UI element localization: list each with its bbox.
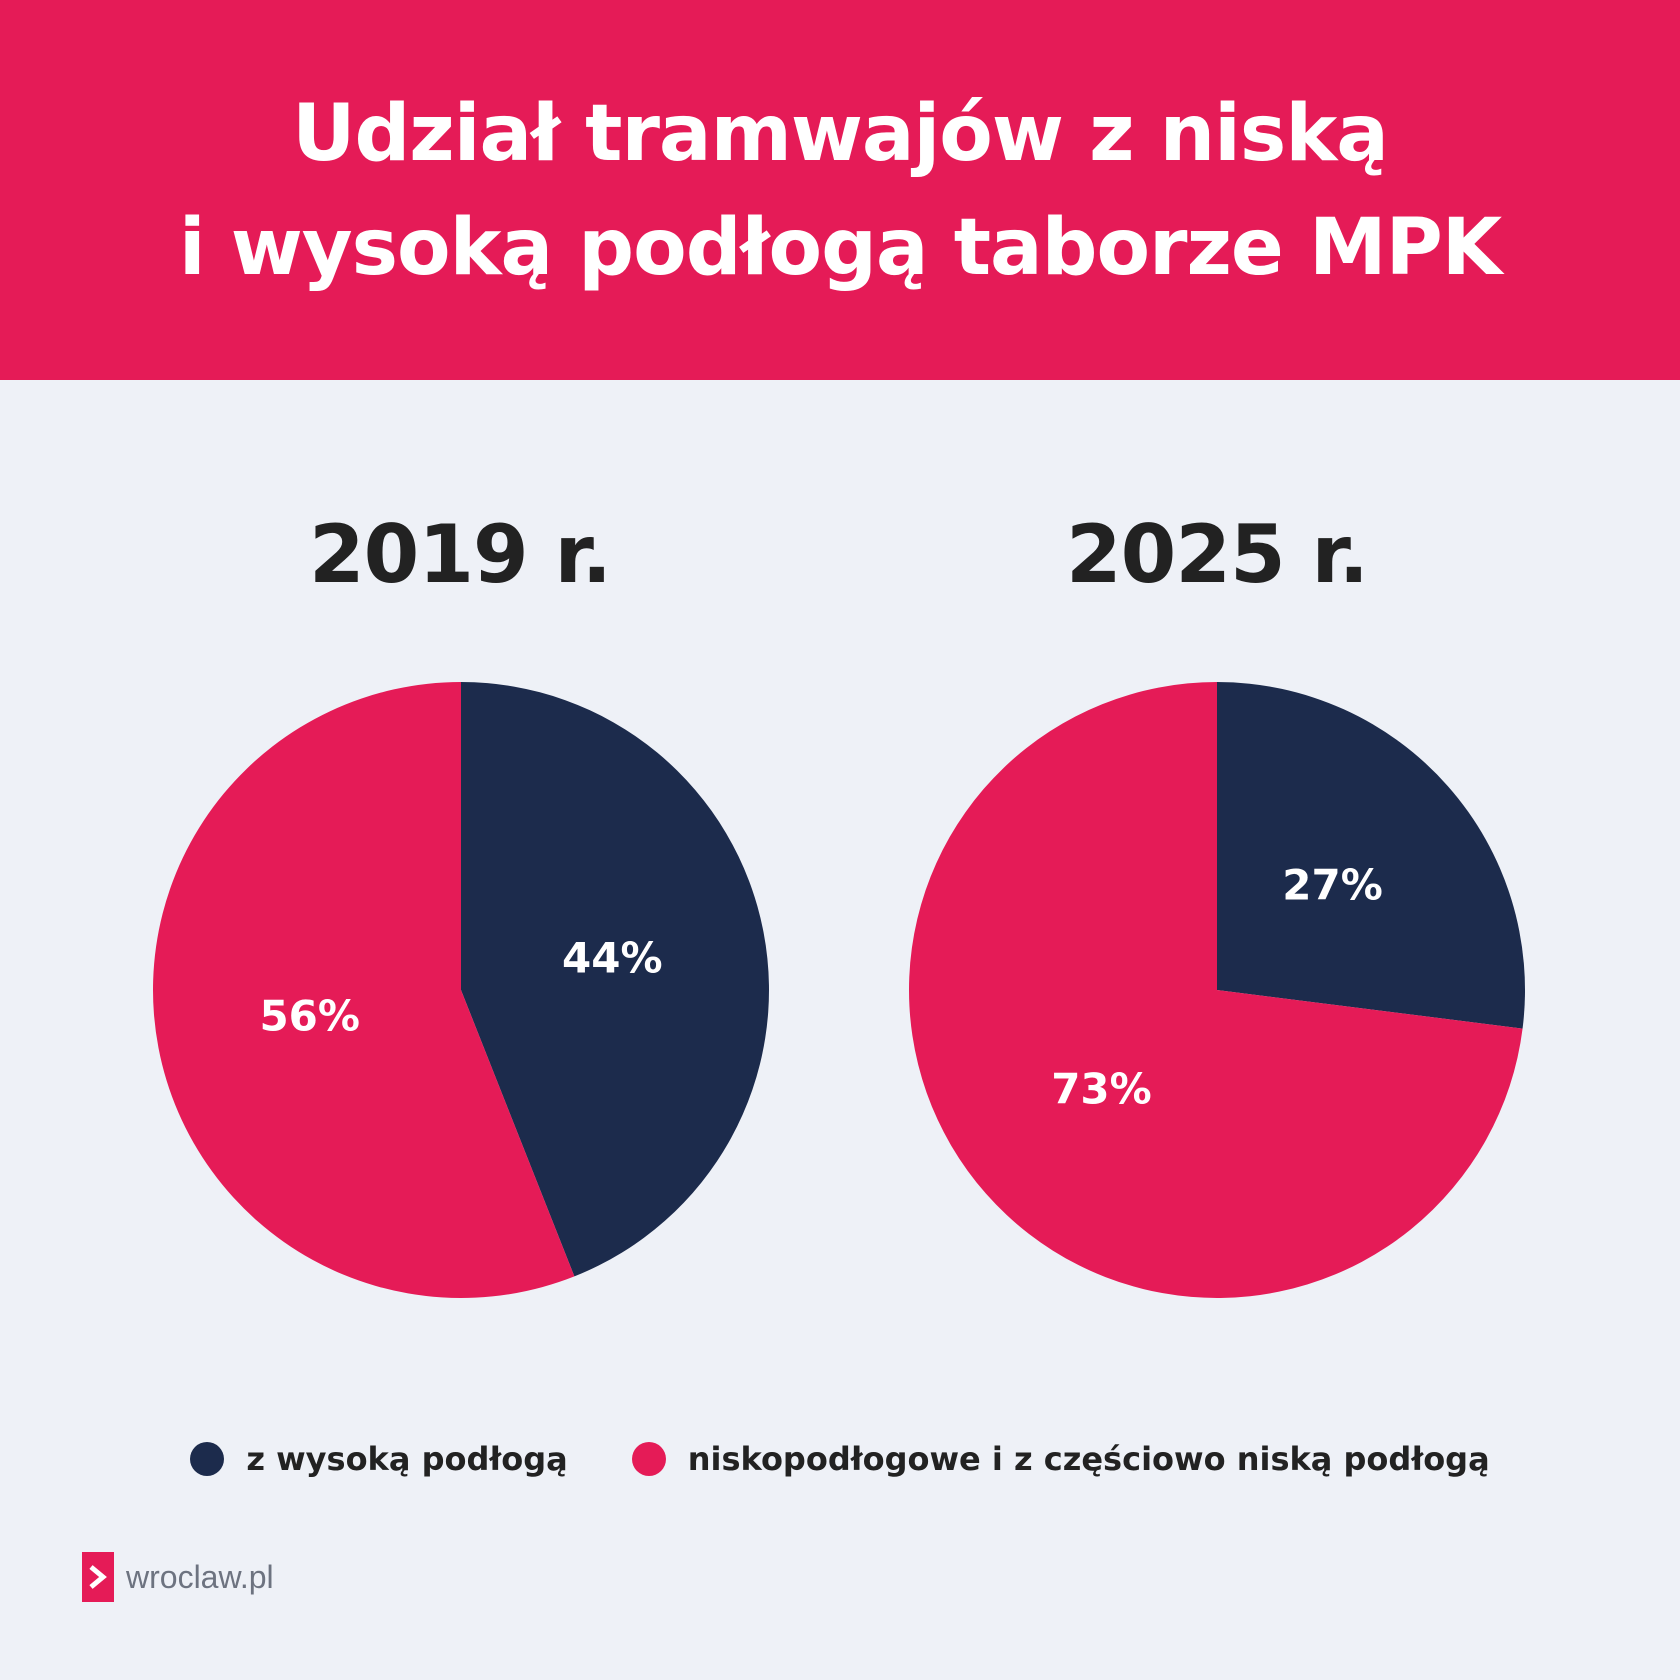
chevron-right-icon xyxy=(82,1552,114,1602)
pie-title-2025: 2025 r. xyxy=(1066,508,1369,601)
chart-title-line-2: i wysoką podłogą taborze MPK xyxy=(178,203,1502,293)
legend-swatch-high-floor xyxy=(190,1442,225,1476)
pie-slice-low-floor xyxy=(909,682,1523,1298)
pie-chart-2019: 44% 56% xyxy=(153,682,770,1298)
pie-chart-2025: 27% 73% xyxy=(909,682,1525,1298)
legend-label-high-floor: z wysoką podłogą xyxy=(246,1440,568,1478)
wroclaw-logo[interactable]: wroclaw.pl xyxy=(82,1552,274,1602)
chart-title-line-1: Udział tramwajów z niską xyxy=(292,89,1389,179)
legend-swatch-low-floor xyxy=(631,1442,666,1476)
pie-title-2019: 2019 r. xyxy=(309,508,612,601)
pie-slice-high-floor xyxy=(1217,682,1525,1029)
header-banner: Udział tramwajów z niską i wysoką podłog… xyxy=(0,0,1680,380)
logo-text: wroclaw.pl xyxy=(126,1558,274,1595)
data-label-low-floor: 73% xyxy=(1051,1064,1152,1113)
legend-item-high-floor: z wysoką podłogą xyxy=(190,1440,568,1478)
legend-label-low-floor: niskopodłogowe i z częściowo niską podło… xyxy=(687,1440,1490,1478)
legend-item-low-floor: niskopodłogowe i z częściowo niską podło… xyxy=(631,1440,1490,1478)
pie-slice-high-floor xyxy=(461,682,770,1277)
data-label-high-floor: 27% xyxy=(1282,861,1383,910)
data-label-low-floor: 56% xyxy=(259,991,360,1040)
legend: z wysoką podłogą niskopodłogowe i z częś… xyxy=(0,1440,1680,1478)
pie-slice-low-floor xyxy=(153,682,575,1298)
data-label-high-floor: 44% xyxy=(562,934,663,983)
